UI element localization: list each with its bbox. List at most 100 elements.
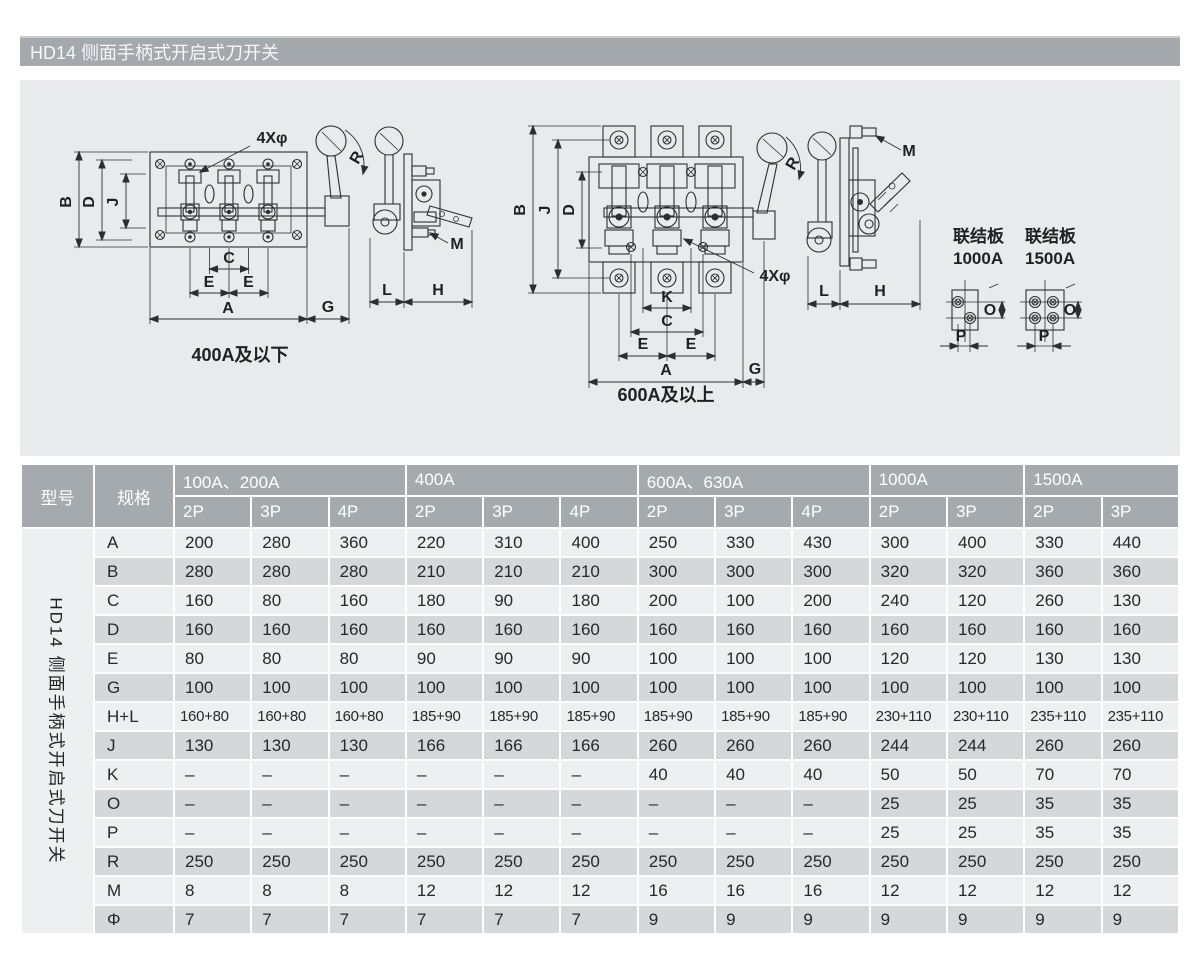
value-cell: 330 (716, 529, 792, 556)
value-cell: 130 (175, 732, 251, 759)
spec-column-header: 规格 (95, 465, 173, 527)
value-cell: 8 (252, 877, 328, 904)
group-header-1: 400A (406, 465, 637, 495)
value-cell: – (175, 819, 251, 846)
table-row: J 130 130 130 166 166 166 260 260 260 244 244 260 260 (22, 732, 1178, 759)
table-row: P – – – – – – – – –25 25 35 35 (22, 819, 1178, 846)
row-label: D (95, 616, 173, 643)
dim-label-m-400: M (450, 236, 463, 253)
table-row: O – – – – – – – – –25 25 35 35 (22, 790, 1178, 817)
value-cell: 25 (870, 790, 946, 817)
value-cell: 12 (870, 877, 946, 904)
value-cell: – (329, 819, 405, 846)
model-name-cell: HD14 侧面手柄式开启式刀开关 (22, 529, 93, 933)
value-cell: 185+90 (484, 703, 560, 730)
dim-label-h-400: H (432, 282, 444, 299)
drawing-400a-side: M L H (368, 126, 474, 308)
table-row: E 80 80 80 90 90 90 100 100 100 120 120 130 130 (22, 645, 1178, 672)
pole-header: 2P (870, 497, 946, 527)
value-cell: – (252, 790, 328, 817)
value-cell: 120 (947, 645, 1024, 672)
value-cell: 160+80 (329, 703, 405, 730)
value-cell: 250 (870, 848, 946, 875)
value-cell: 100 (1102, 674, 1178, 701)
value-cell: 80 (175, 645, 251, 672)
value-cell: 130 (1102, 645, 1178, 672)
value-cell: 100 (561, 674, 637, 701)
plate-1500a-title: 联结板 (1025, 226, 1077, 246)
value-cell: 210 (561, 558, 637, 585)
value-cell: 430 (793, 529, 869, 556)
table-row: D 160 160 160 160 160 160 160 160 160 160 160 160 160 (22, 616, 1178, 643)
value-cell: 250 (947, 848, 1024, 875)
value-cell: 300 (716, 558, 792, 585)
value-cell: 7 (561, 906, 637, 933)
dim-label-d-400: D (81, 196, 98, 208)
page-title: HD14 侧面手柄式开启式刀开关 (30, 43, 280, 63)
value-cell: 360 (329, 529, 405, 556)
value-cell: 130 (329, 732, 405, 759)
group-header-2: 600A、630A (638, 465, 869, 495)
value-cell: 160 (175, 616, 251, 643)
dim-label-e2-600: E (686, 336, 697, 353)
pole-header: 2P (175, 497, 251, 527)
value-cell: 16 (793, 877, 869, 904)
technical-drawings: R 4Xφ B D J C E E A G 400A及以下 (58, 124, 1082, 405)
value-cell: 80 (252, 645, 328, 672)
value-cell: 100 (484, 674, 560, 701)
value-cell: 90 (484, 587, 560, 614)
pole-header: 2P (638, 497, 715, 527)
value-cell: – (406, 790, 483, 817)
value-cell: – (484, 761, 560, 788)
value-cell: 185+90 (716, 703, 792, 730)
value-cell: 90 (484, 645, 560, 672)
value-cell: 166 (561, 732, 637, 759)
value-cell: 9 (638, 906, 715, 933)
row-label: G (95, 674, 173, 701)
value-cell: 100 (870, 674, 946, 701)
value-cell: 160 (1025, 616, 1101, 643)
value-cell: 166 (406, 732, 483, 759)
value-cell: 7 (252, 906, 328, 933)
group-header-4: 1500A (1025, 465, 1178, 495)
dim-label-p-1500: P (1039, 328, 1050, 345)
value-cell: 250 (638, 529, 715, 556)
value-cell: 100 (252, 674, 328, 701)
value-cell: – (484, 819, 560, 846)
value-cell: 250 (793, 848, 869, 875)
value-cell: 160 (870, 616, 946, 643)
value-cell: 7 (329, 906, 405, 933)
drawing-600a-front: R 4Xφ B J D K C E E A G 600A及以上 (512, 124, 806, 405)
value-cell: 230+110 (870, 703, 946, 730)
value-cell: 260 (1025, 587, 1101, 614)
pole-header: 2P (406, 497, 483, 527)
value-cell: – (793, 819, 869, 846)
group-header-0: 100A、200A (175, 465, 405, 495)
value-cell: 80 (329, 645, 405, 672)
value-cell: 166 (484, 732, 560, 759)
value-cell: 235+110 (1025, 703, 1101, 730)
value-cell: – (406, 761, 483, 788)
value-cell: 185+90 (406, 703, 483, 730)
value-cell: 12 (1102, 877, 1178, 904)
spec-table-head: 型号 规格 100A、200A 400A 600A、630A 1000A 1500A 2P 3P… (22, 465, 1178, 527)
row-label: A (95, 529, 173, 556)
value-cell: 16 (638, 877, 715, 904)
value-cell: 70 (1102, 761, 1178, 788)
value-cell: 160 (484, 616, 560, 643)
value-cell: 100 (716, 674, 792, 701)
value-cell: – (638, 790, 715, 817)
value-cell: 100 (175, 674, 251, 701)
dim-label-a-600: A (660, 362, 672, 379)
value-cell: 160 (406, 616, 483, 643)
value-cell: 7 (484, 906, 560, 933)
drawing-panel: R 4Xφ B D J C E E A G 400A及以下 (20, 80, 1180, 456)
row-label: Φ (95, 906, 173, 933)
pole-header: 3P (1102, 497, 1178, 527)
holes-label-600: 4Xφ (759, 268, 790, 285)
value-cell: – (716, 819, 792, 846)
row-label: K (95, 761, 173, 788)
value-cell: – (561, 790, 637, 817)
value-cell: 25 (947, 819, 1024, 846)
holes-label-400: 4Xφ (256, 130, 287, 147)
